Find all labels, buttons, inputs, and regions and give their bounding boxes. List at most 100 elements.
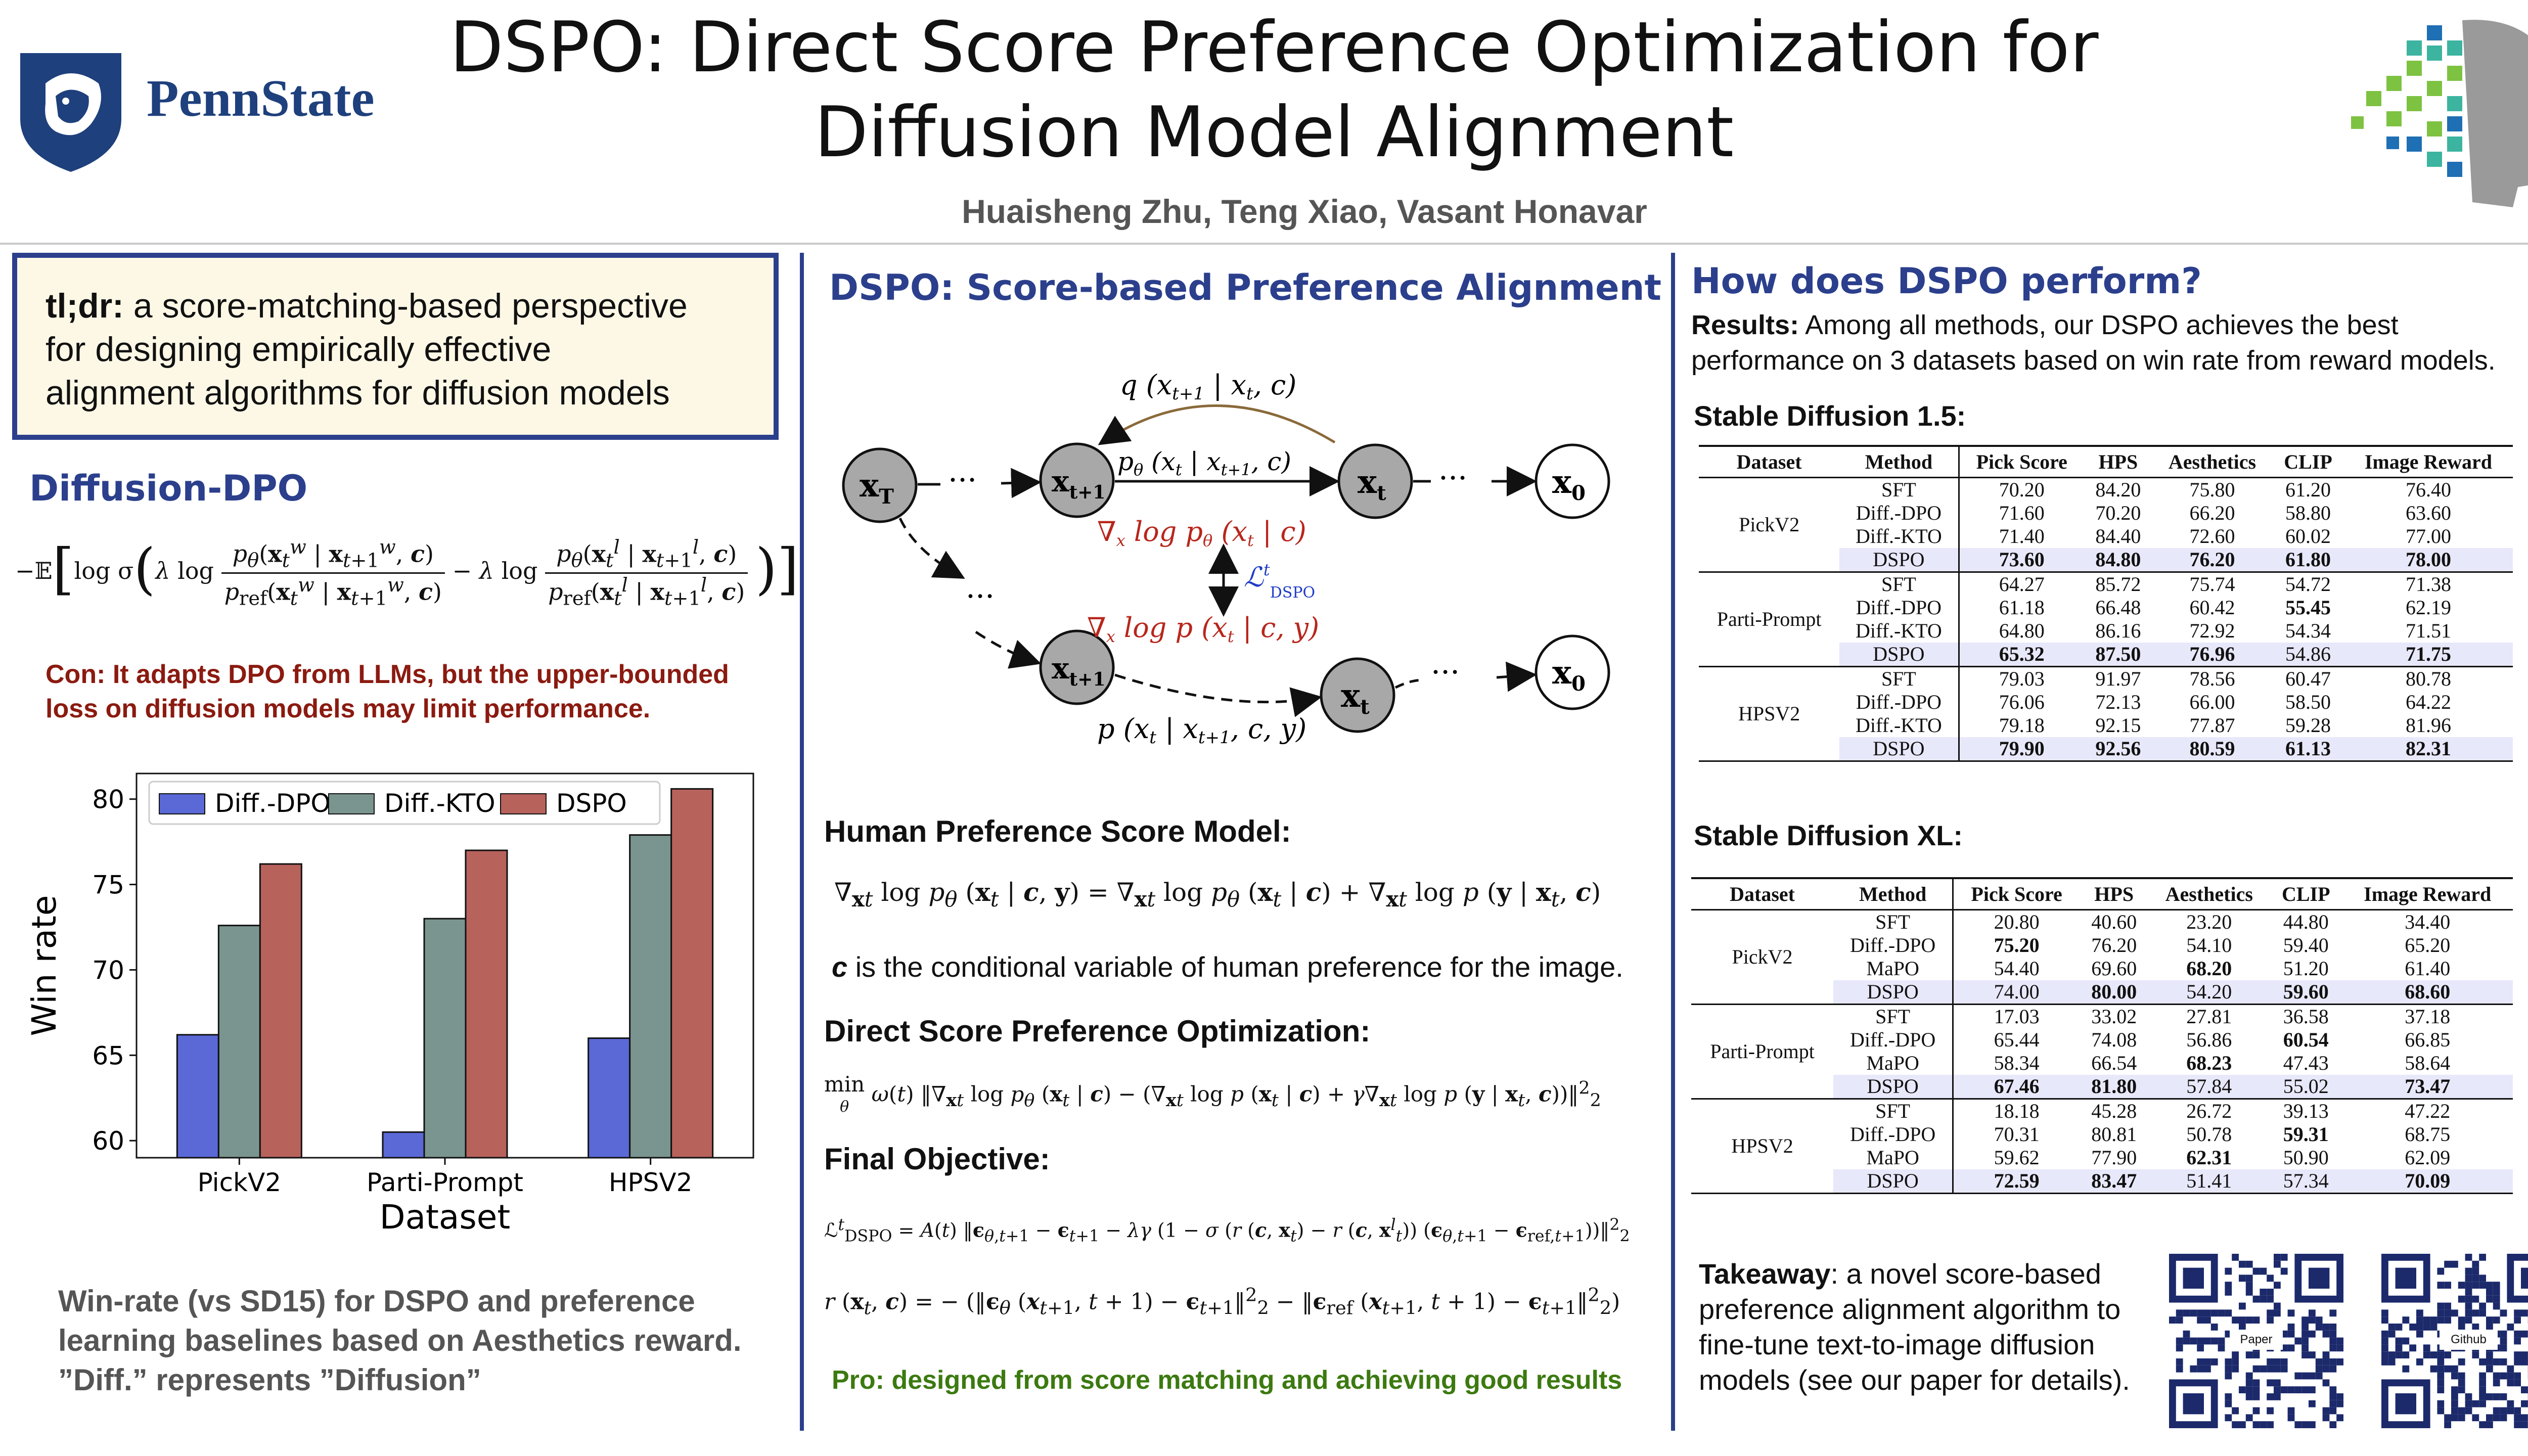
method-cell: SFT [1833, 909, 1954, 934]
poster-title: DSPO: Direct Score Preference Optimizati… [354, 5, 2194, 175]
method-cell: SFT [1839, 477, 1960, 502]
score-cell: 56.86 [2186, 1028, 2232, 1051]
table-row: Diff.-DPO 70.31 80.81 50.78 59.31 68.75 [1691, 1123, 2513, 1146]
svg-text:xT: xT [860, 467, 894, 509]
score-cell: 61.40 [2405, 957, 2451, 980]
score-cell: 78.56 [2189, 667, 2235, 690]
score-cell: 71.40 [1999, 525, 2045, 548]
score-cell: 61.80 [2272, 548, 2344, 573]
bar-dspo [465, 849, 508, 1159]
github-qr-code[interactable]: Github [2381, 1254, 2528, 1428]
method-cell: Diff.-KTO [1839, 714, 1960, 737]
method-cell: Diff.-DPO [1833, 1123, 1954, 1146]
score-cell: 76.20 [2152, 548, 2273, 573]
svg-text:pθ (xt | xt+1, c): pθ (xt | xt+1, c) [1117, 447, 1291, 479]
x-tick-label: HPSV2 [609, 1168, 693, 1197]
paper-qr-label: Paper [2230, 1330, 2283, 1350]
score-cell: 71.38 [2405, 573, 2451, 596]
score-cell: 84.40 [2095, 525, 2141, 548]
score-cell: 80.59 [2152, 737, 2273, 762]
score-cell: 45.28 [2091, 1100, 2137, 1122]
table-header-cell: Image Reward [2342, 879, 2513, 911]
score-cell: 60.54 [2283, 1028, 2329, 1051]
score-cell: 17.03 [1994, 1005, 2040, 1028]
score-cell: 47.22 [2405, 1100, 2451, 1122]
score-cell: 70.09 [2342, 1169, 2513, 1194]
sd15-table-wrap: Dataset Method Pick Score HPS Aesthetics CLIP… [1699, 445, 2513, 762]
paper-qr-code[interactable]: Paper [2169, 1254, 2343, 1428]
score-cell: 82.31 [2343, 737, 2513, 762]
score-cell: 47.43 [2283, 1052, 2329, 1074]
score-cell: 20.80 [1994, 911, 2040, 933]
table-header-cell: Pick Score [1959, 447, 2084, 478]
score-cell: 71.51 [2405, 619, 2451, 642]
score-cell: 80.00 [2080, 980, 2149, 1005]
score-cell: 63.60 [2405, 502, 2451, 524]
c-description-text: is the conditional variable of human pre… [855, 951, 1623, 983]
score-cell: 57.84 [2148, 1075, 2270, 1100]
x-axis-label: Dataset [380, 1198, 510, 1237]
table-row: Diff.-DPO 76.06 72.13 66.00 58.50 64.22 [1699, 691, 2513, 714]
tldr-line-1: a score-matching-based perspective [133, 287, 688, 325]
tldr-line-3: alignment algorithms for diffusion model… [46, 374, 670, 412]
score-cell: 27.81 [2186, 1005, 2232, 1028]
score-cell: 59.60 [2270, 980, 2342, 1005]
score-cell: 60.42 [2189, 596, 2235, 619]
method-cell: DSPO [1839, 548, 1960, 573]
score-cell: 54.40 [1994, 957, 2040, 980]
score-cell: 62.31 [2186, 1146, 2232, 1169]
table-header-cell: CLIP [2270, 879, 2342, 911]
method-cell: Diff.-KTO [1839, 525, 1960, 548]
score-cell: 65.44 [1994, 1028, 2040, 1051]
score-cell: 66.20 [2189, 502, 2235, 524]
table-header-cell: Aesthetics [2148, 879, 2270, 911]
perform-title: How does DSPO perform? [1691, 260, 2202, 302]
method-cell: Diff.-DPO [1839, 502, 1960, 525]
score-cell: 74.08 [2091, 1028, 2137, 1051]
score-cell: 62.09 [2405, 1146, 2451, 1169]
score-cell: 77.87 [2189, 714, 2235, 737]
bar-diff-kto [629, 834, 672, 1159]
table-header-row: Dataset Method Pick Score HPS Aesthetics CLIP… [1691, 879, 2513, 911]
score-cell: 58.34 [1994, 1052, 2040, 1074]
table-row: Diff.-KTO 79.18 92.15 77.87 59.28 81.96 [1699, 714, 2513, 737]
takeaway: Takeaway: a novel score-based preference… [1699, 1256, 2130, 1398]
bar-diff-dpo [176, 1034, 219, 1159]
score-cell: 72.13 [2095, 691, 2141, 713]
tldr-box: tl;dr: a score-matching-based perspectiv… [12, 253, 779, 440]
method-cell: SFT [1833, 1004, 1954, 1028]
score-cell: 80.81 [2091, 1123, 2137, 1146]
diffusion-dpo-title: Diffusion-DPO [29, 468, 308, 509]
table-row: MaPO 59.62 77.90 62.31 50.90 62.09 [1691, 1146, 2513, 1169]
table-header-cell: CLIP [2272, 447, 2344, 478]
score-cell: 70.31 [1994, 1123, 2040, 1146]
y-tick-label: 60 [92, 1126, 124, 1156]
method-cell: Diff.-DPO [1833, 1028, 1954, 1052]
column-divider-right [1671, 253, 1675, 1431]
sd15-heading: Stable Diffusion 1.5: [1694, 400, 1966, 432]
score-cell: 26.72 [2186, 1100, 2232, 1122]
score-cell: 68.60 [2342, 980, 2513, 1005]
table-header-cell: Dataset [1691, 879, 1834, 911]
score-cell: 84.80 [2084, 548, 2152, 573]
score-cell: 75.74 [2189, 573, 2235, 596]
method-cell: Diff.-DPO [1833, 934, 1954, 957]
score-cell: 92.56 [2084, 737, 2152, 762]
score-cell: 54.72 [2285, 573, 2331, 596]
score-cell: 66.00 [2189, 691, 2235, 713]
legend-label: Diff.-KTO [384, 789, 495, 818]
svg-text:···: ··· [1438, 461, 1467, 496]
score-cell: 51.41 [2148, 1169, 2270, 1194]
y-tick-label: 70 [92, 956, 124, 985]
score-cell: 74.00 [1953, 980, 2080, 1005]
svg-text:···: ··· [966, 579, 995, 614]
score-cell: 81.96 [2405, 714, 2451, 737]
score-cell: 70.20 [2095, 502, 2141, 524]
score-cell: 61.18 [1999, 596, 2045, 619]
pixel-head-icon [2351, 20, 2528, 207]
score-cell: 75.20 [1994, 934, 2040, 957]
score-cell: 91.97 [2095, 667, 2141, 690]
score-cell: 69.60 [2091, 957, 2137, 980]
method-cell: DSPO [1839, 737, 1960, 762]
score-cell: 59.31 [2283, 1123, 2329, 1146]
